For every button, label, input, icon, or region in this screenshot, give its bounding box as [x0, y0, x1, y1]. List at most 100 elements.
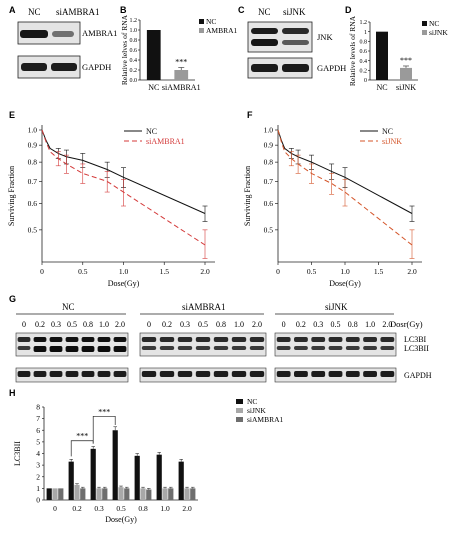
y-tick-label: 0.9: [28, 141, 38, 150]
panel-c-lane-nc: NC: [258, 7, 271, 17]
bar-siAMBRA1: [174, 70, 189, 80]
dose-tick-label: 2.0: [115, 320, 125, 329]
panel-c-blot-jnk: [247, 21, 313, 53]
panel-g-dose-label: Dosr(Gy): [390, 319, 423, 329]
blot-band: [159, 371, 175, 377]
blot-band: [363, 337, 377, 342]
legend-swatch: [422, 21, 427, 26]
blot-band: [282, 40, 309, 45]
blot-band: [65, 371, 79, 377]
blot-band: [249, 337, 265, 342]
x-tick-label: 0.5: [116, 504, 126, 513]
dose-tick-label: 0: [22, 320, 26, 329]
blot-band: [17, 346, 31, 350]
y-tick-label: 0: [36, 496, 40, 505]
bar-NC: [146, 30, 161, 80]
blot-band: [282, 64, 309, 72]
y-tick-label: 0.9: [264, 141, 274, 150]
legend-label: AMBRA1: [206, 26, 238, 35]
y-tick-label: 0.5: [264, 225, 274, 234]
dose-tick-label: 0.8: [348, 320, 358, 329]
significance-marker: ***: [98, 407, 110, 416]
panel-a-band-label-ambra1: AMBRA1: [82, 28, 117, 38]
legend-swatch: [236, 417, 243, 422]
blot-band: [213, 371, 229, 377]
panel-a-lane-siambra1: siAMBRA1: [56, 7, 100, 17]
blot-band: [81, 337, 95, 342]
blot-membrane: [15, 332, 129, 357]
blot-band: [345, 346, 360, 350]
blot-band: [380, 346, 395, 350]
blot-band: [81, 346, 95, 352]
panel-letter: B: [120, 5, 127, 15]
dose-tick-label: 1.0: [234, 320, 244, 329]
bar-NC: [90, 448, 96, 500]
panel-a-blot-ambra1: [17, 21, 81, 45]
blot-band: [328, 346, 343, 350]
blot-band: [49, 337, 63, 342]
blot-band: [231, 337, 247, 342]
panel-a-lane-nc: NC: [28, 7, 41, 17]
panel-g-group-nc: NC: [62, 302, 75, 312]
x-axis-title: Dose(Gy): [108, 279, 140, 288]
y-tick-label: 1: [364, 30, 367, 36]
bar-NC: [46, 488, 52, 500]
legend-label: NC: [429, 19, 439, 28]
bar-siJNK: [162, 488, 168, 500]
bar-NC: [68, 461, 74, 500]
y-tick-label: 1.0: [264, 126, 274, 135]
dose-tick-label: 0.3: [180, 320, 190, 329]
panel-letter: D: [345, 5, 352, 15]
x-tick-label: 1.0: [160, 504, 170, 513]
dose-tick-label: 1.0: [365, 320, 375, 329]
blot-band: [97, 346, 111, 352]
y-tick-label: 0.6: [264, 199, 274, 208]
panel-g-band-label-gapdh: GAPDH: [404, 371, 432, 380]
significance-marker: ***: [76, 432, 88, 441]
panel-g-letter: G: [9, 294, 16, 304]
blot-band: [276, 337, 291, 342]
x-axis-title: Dose(Gy): [329, 279, 361, 288]
chart-b: B0.00.20.40.60.81.01.2NC siAMBRA1***Relat…: [120, 5, 238, 92]
blot-band: [33, 371, 47, 377]
chart-e: E 1.0 0.9 0.8 0.7 0.6 0.5 0 0.5 1.0 1.5 2.0 Dose(Gy)…: [7, 110, 215, 288]
y-axis-title: LC3BII: [13, 441, 22, 466]
blot-band: [249, 371, 265, 377]
y-axis-title: Surviving Fraction: [7, 166, 16, 226]
bar-NC: [156, 454, 162, 500]
dose-tick-label: 0.8: [216, 320, 226, 329]
blot-band: [81, 371, 95, 377]
panel-g-group-siambra1: siAMBRA1: [182, 302, 226, 312]
bar-NC: [376, 31, 388, 81]
bar-NC: [134, 455, 140, 500]
dose-tick-label: 2.0: [382, 320, 392, 329]
blot-band: [231, 371, 247, 377]
blot-band: [345, 371, 360, 377]
bar-siJNK: [400, 67, 412, 80]
blot-band: [213, 337, 229, 342]
blot-band: [276, 346, 291, 350]
panel-a-letter: A: [9, 5, 16, 15]
panel-g: G NC siAMBRA1 siJNK Dosr(Gy) LC3BI LC3BI…: [9, 294, 432, 383]
panel-c-blot-gapdh: [247, 57, 313, 79]
y-tick-label: 0.0: [130, 78, 138, 84]
dose-tick-label: 2.0: [252, 320, 262, 329]
y-tick-label: 1: [36, 484, 40, 493]
x-tick-label: 0: [53, 504, 57, 513]
blot-band: [345, 337, 360, 342]
y-tick-label: 2: [36, 472, 40, 481]
x-tick-label: 0.2: [72, 504, 82, 513]
x-tick-label: 0: [40, 267, 44, 276]
panel-a-blot-gapdh: [17, 55, 81, 79]
legend-label: NC: [247, 397, 257, 406]
bar-siJNK: [74, 484, 80, 500]
panel-c-lane-sijnk: siJNK: [283, 7, 306, 17]
y-tick-label: 1.0: [28, 126, 38, 135]
blot-membrane: [139, 332, 267, 357]
bar-siAMBRA1: [146, 489, 152, 500]
bar-siAMBRA1: [168, 488, 174, 500]
y-tick-label: 1.0: [130, 28, 138, 34]
bar-siAMBRA1: [80, 488, 86, 500]
bar-siJNK: [118, 487, 124, 500]
y-tick-label: 1.2: [130, 18, 138, 24]
